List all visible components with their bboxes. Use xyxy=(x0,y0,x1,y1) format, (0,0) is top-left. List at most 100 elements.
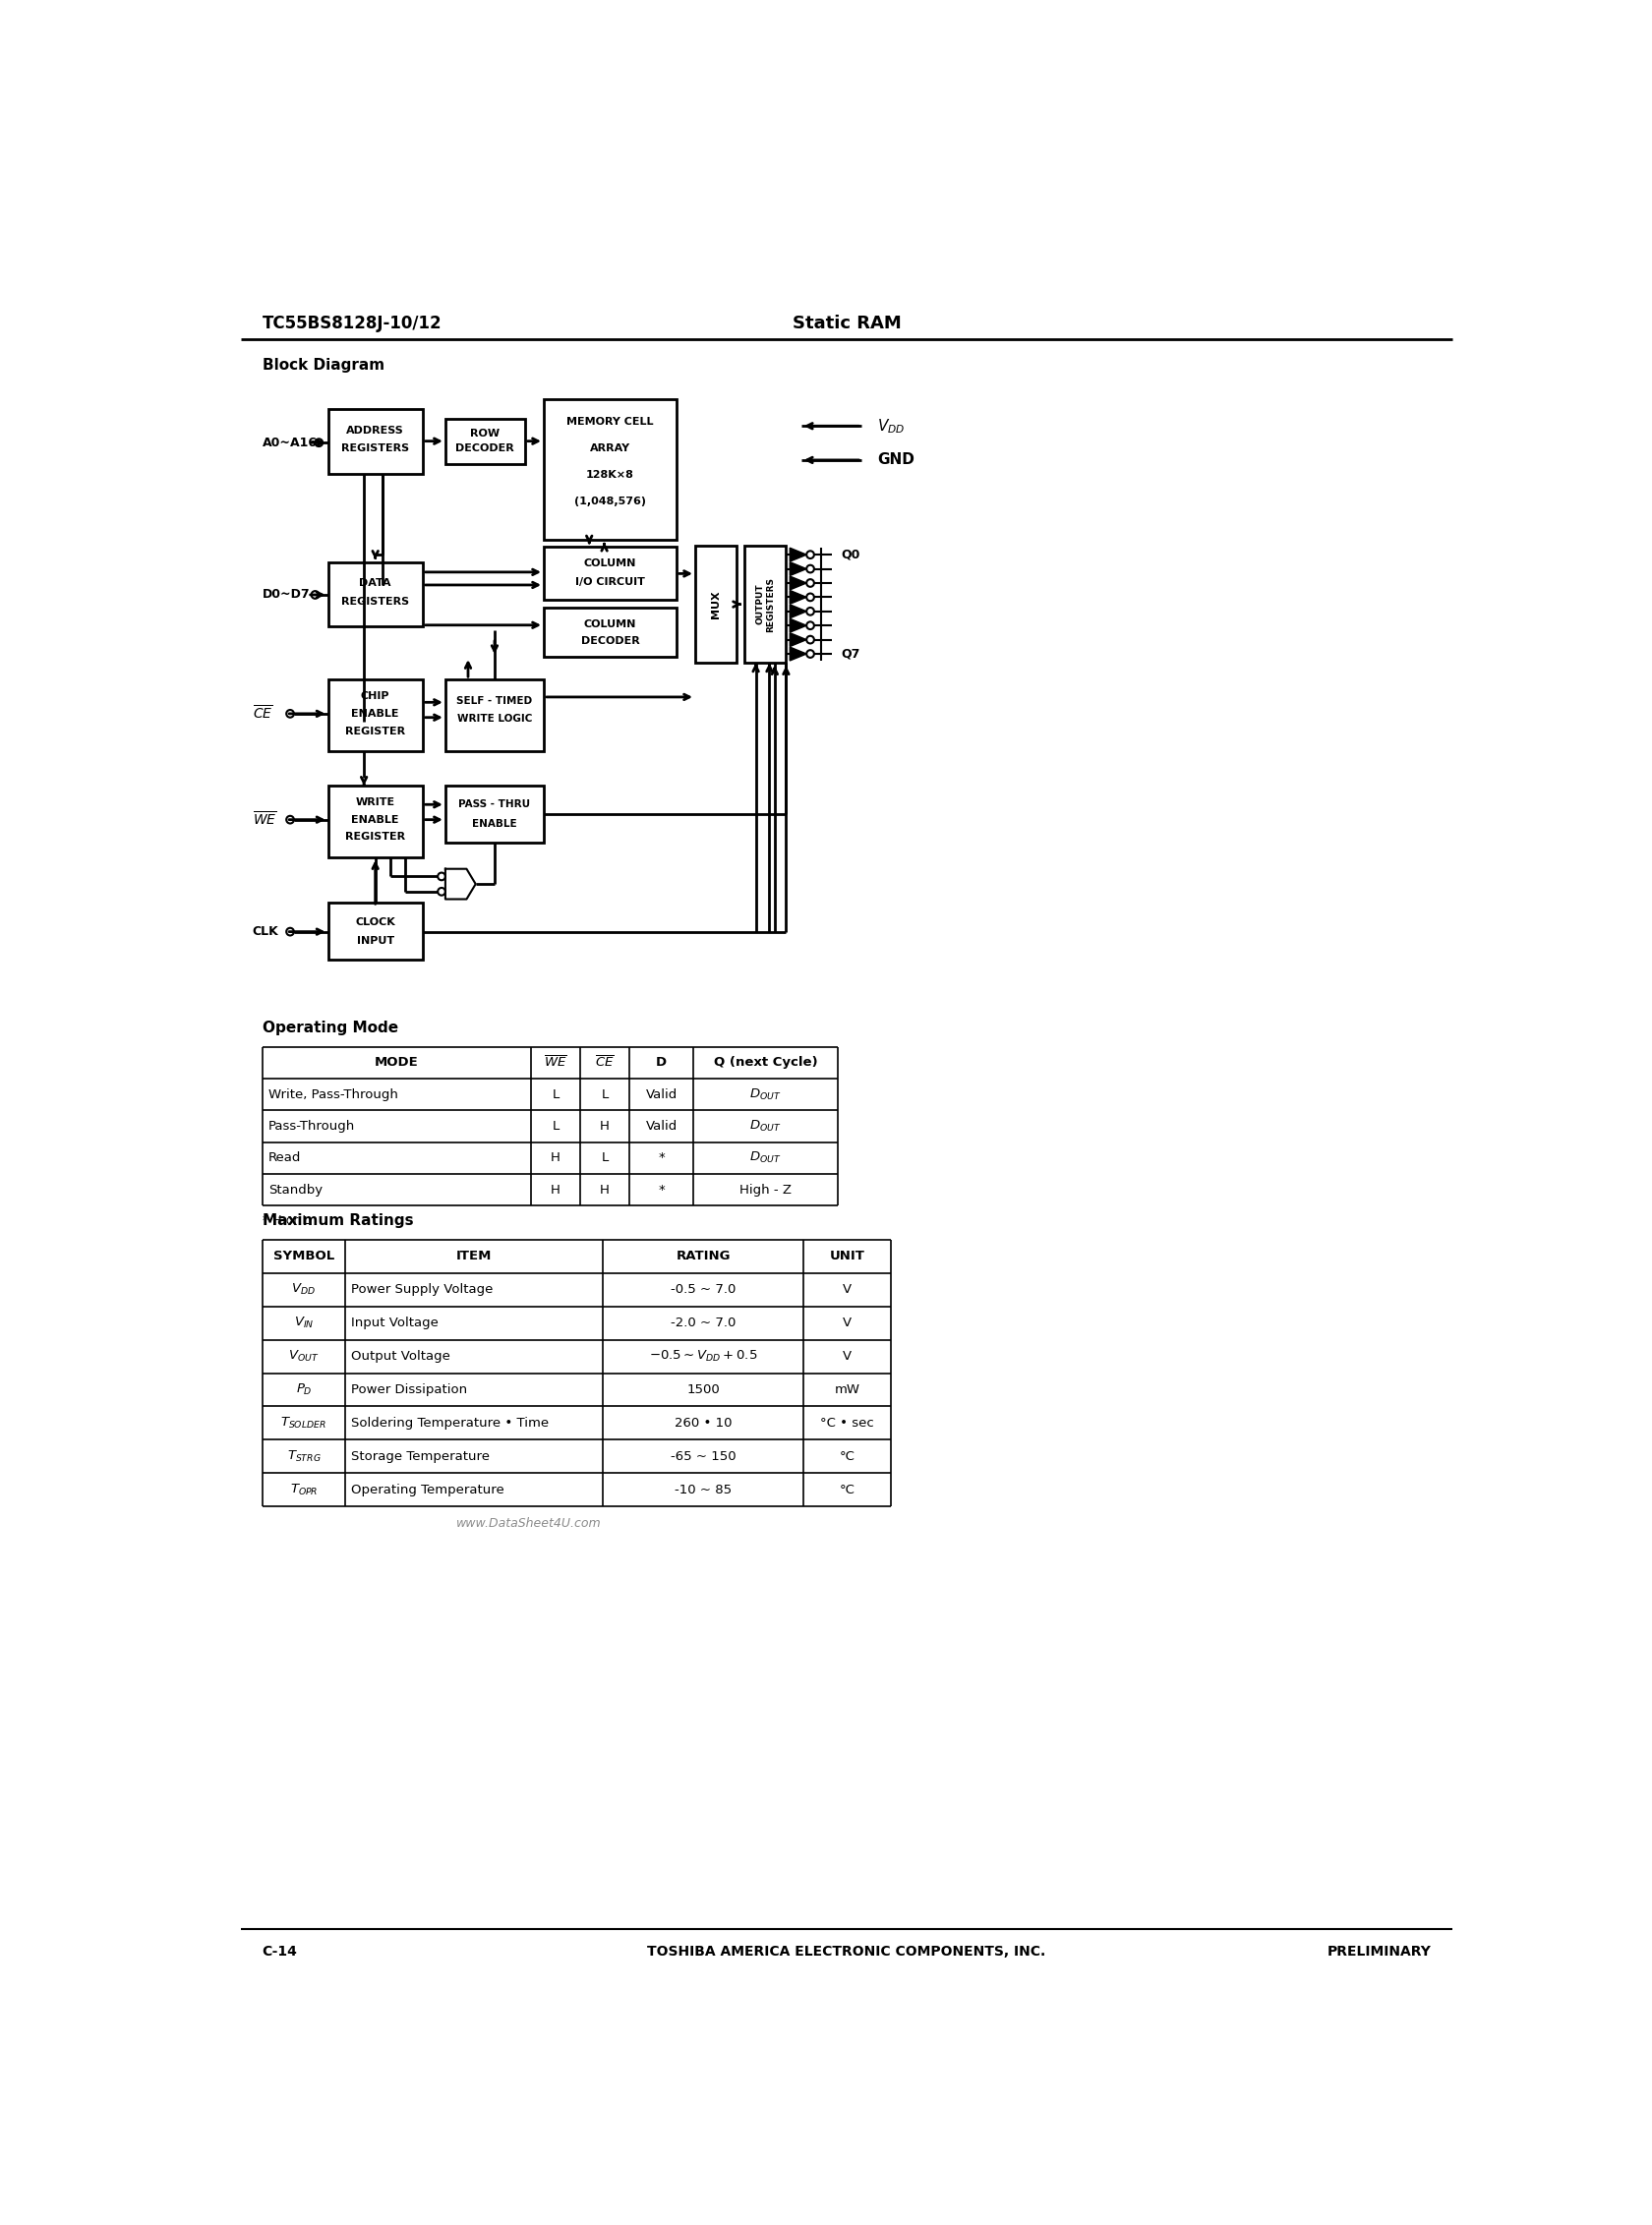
Text: REGISTERS: REGISTERS xyxy=(342,443,410,454)
Text: *: * xyxy=(657,1153,664,1164)
Text: REGISTERS: REGISTERS xyxy=(342,596,410,607)
Text: Write, Pass-Through: Write, Pass-Through xyxy=(268,1088,398,1101)
Text: H: H xyxy=(600,1119,610,1133)
Text: RATING: RATING xyxy=(676,1250,730,1264)
Text: Static RAM: Static RAM xyxy=(793,316,900,332)
Text: °C • sec: °C • sec xyxy=(819,1417,874,1428)
Bar xyxy=(446,418,525,463)
Text: $V_{OUT}$: $V_{OUT}$ xyxy=(289,1348,319,1364)
Text: COLUMN: COLUMN xyxy=(583,619,636,630)
Text: ROW: ROW xyxy=(471,429,501,438)
Text: INPUT: INPUT xyxy=(357,937,395,946)
Text: OUTPUT
REGISTERS: OUTPUT REGISTERS xyxy=(755,576,775,632)
Text: Q0: Q0 xyxy=(841,547,861,561)
Text: L: L xyxy=(552,1119,558,1133)
Text: $V_{DD}$: $V_{DD}$ xyxy=(291,1282,316,1297)
Text: GND: GND xyxy=(877,452,914,467)
Text: °C: °C xyxy=(839,1451,854,1462)
Text: $D_{OUT}$: $D_{OUT}$ xyxy=(750,1150,781,1166)
Text: $-0.5 \sim V_{DD} + 0.5$: $-0.5 \sim V_{DD} + 0.5$ xyxy=(649,1348,758,1364)
Text: Output Voltage: Output Voltage xyxy=(352,1351,451,1364)
Text: °C: °C xyxy=(839,1484,854,1495)
Text: 128K×8: 128K×8 xyxy=(586,469,634,481)
Text: www.DataSheet4U.com: www.DataSheet4U.com xyxy=(456,1517,601,1531)
Text: DECODER: DECODER xyxy=(456,443,514,454)
Bar xyxy=(446,785,544,843)
Text: REGISTER: REGISTER xyxy=(345,725,405,736)
Text: ITEM: ITEM xyxy=(456,1250,492,1264)
Text: H: H xyxy=(600,1184,610,1197)
Text: WRITE: WRITE xyxy=(355,797,395,808)
Text: Block Diagram: Block Diagram xyxy=(263,358,385,374)
Bar xyxy=(329,903,423,959)
Text: $D_{OUT}$: $D_{OUT}$ xyxy=(750,1088,781,1101)
Polygon shape xyxy=(790,590,806,603)
Text: Q (next Cycle): Q (next Cycle) xyxy=(714,1057,818,1068)
Text: $\overline{WE}$: $\overline{WE}$ xyxy=(544,1055,567,1070)
Text: $T_{SOLDER}$: $T_{SOLDER}$ xyxy=(281,1415,327,1431)
Text: L: L xyxy=(601,1153,608,1164)
Text: REGISTER: REGISTER xyxy=(345,832,405,841)
Polygon shape xyxy=(790,647,806,661)
Polygon shape xyxy=(790,576,806,590)
Polygon shape xyxy=(790,563,806,576)
Bar xyxy=(329,563,423,627)
Text: ENABLE: ENABLE xyxy=(472,819,517,828)
Text: ENABLE: ENABLE xyxy=(352,710,400,719)
Text: -2.0 ~ 7.0: -2.0 ~ 7.0 xyxy=(671,1317,735,1331)
Text: I/O CIRCUIT: I/O CIRCUIT xyxy=(575,576,644,587)
Text: ARRAY: ARRAY xyxy=(590,443,631,454)
Text: Read: Read xyxy=(268,1153,301,1164)
Text: Operating Temperature: Operating Temperature xyxy=(352,1484,504,1495)
Text: $\overline{CE}$: $\overline{CE}$ xyxy=(595,1055,615,1070)
Text: $\overline{WE}$: $\overline{WE}$ xyxy=(253,810,276,828)
Text: L: L xyxy=(601,1088,608,1101)
Text: Power Supply Voltage: Power Supply Voltage xyxy=(352,1284,494,1297)
Text: Maximum Ratings: Maximum Ratings xyxy=(263,1213,413,1228)
Text: TOSHIBA AMERICA ELECTRONIC COMPONENTS, INC.: TOSHIBA AMERICA ELECTRONIC COMPONENTS, I… xyxy=(648,1945,1046,1958)
Text: SYMBOL: SYMBOL xyxy=(273,1250,334,1264)
Text: MODE: MODE xyxy=(375,1057,418,1068)
Text: -65 ~ 150: -65 ~ 150 xyxy=(671,1451,735,1462)
Polygon shape xyxy=(790,605,806,619)
Text: Pass-Through: Pass-Through xyxy=(268,1119,355,1133)
Bar xyxy=(544,547,676,601)
Text: ADDRESS: ADDRESS xyxy=(347,425,405,436)
Text: Q7: Q7 xyxy=(841,647,861,661)
Text: Storage Temperature: Storage Temperature xyxy=(352,1451,491,1462)
Text: 1500: 1500 xyxy=(687,1384,720,1395)
Text: Operating Mode: Operating Mode xyxy=(263,1021,398,1035)
Polygon shape xyxy=(446,870,476,899)
Text: Soldering Temperature • Time: Soldering Temperature • Time xyxy=(352,1417,548,1428)
Text: SELF - TIMED: SELF - TIMED xyxy=(456,696,532,705)
Text: D0~D7: D0~D7 xyxy=(263,587,311,601)
Text: COLUMN: COLUMN xyxy=(583,558,636,570)
Text: ENABLE: ENABLE xyxy=(352,814,400,825)
Text: DECODER: DECODER xyxy=(580,636,639,645)
Bar xyxy=(329,785,423,857)
Bar xyxy=(745,545,786,663)
Text: CHIP: CHIP xyxy=(360,692,390,701)
Text: $P_D$: $P_D$ xyxy=(296,1382,312,1397)
Text: High - Z: High - Z xyxy=(740,1184,791,1197)
Bar xyxy=(329,679,423,752)
Text: V: V xyxy=(843,1284,851,1297)
Text: Standby: Standby xyxy=(268,1184,322,1197)
Text: * H or L: * H or L xyxy=(263,1215,309,1228)
Text: MUX: MUX xyxy=(710,590,720,619)
Text: PASS - THRU: PASS - THRU xyxy=(459,799,530,810)
Bar xyxy=(544,400,676,538)
Text: 260 • 10: 260 • 10 xyxy=(674,1417,732,1428)
Polygon shape xyxy=(790,619,806,632)
Text: C-14: C-14 xyxy=(263,1945,297,1958)
Bar xyxy=(329,409,423,474)
Text: Power Dissipation: Power Dissipation xyxy=(352,1384,468,1395)
Text: UNIT: UNIT xyxy=(829,1250,864,1264)
Text: CLOCK: CLOCK xyxy=(355,917,395,928)
Text: mW: mW xyxy=(834,1384,859,1395)
Text: $V_{IN}$: $V_{IN}$ xyxy=(294,1315,314,1331)
Text: -10 ~ 85: -10 ~ 85 xyxy=(674,1484,732,1495)
Text: V: V xyxy=(843,1317,851,1331)
Bar xyxy=(446,679,544,752)
Text: L: L xyxy=(552,1088,558,1101)
